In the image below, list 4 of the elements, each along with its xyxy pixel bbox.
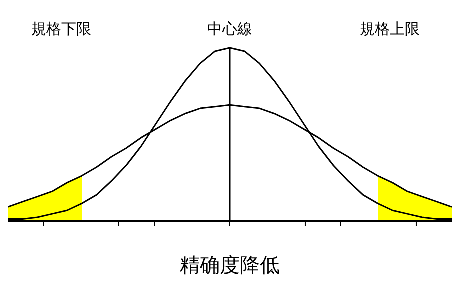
text: 規格上限	[360, 20, 420, 38]
text: 規格下限	[31, 20, 92, 38]
text: 中心線	[208, 20, 252, 38]
text: 精确度降低	[180, 253, 280, 278]
